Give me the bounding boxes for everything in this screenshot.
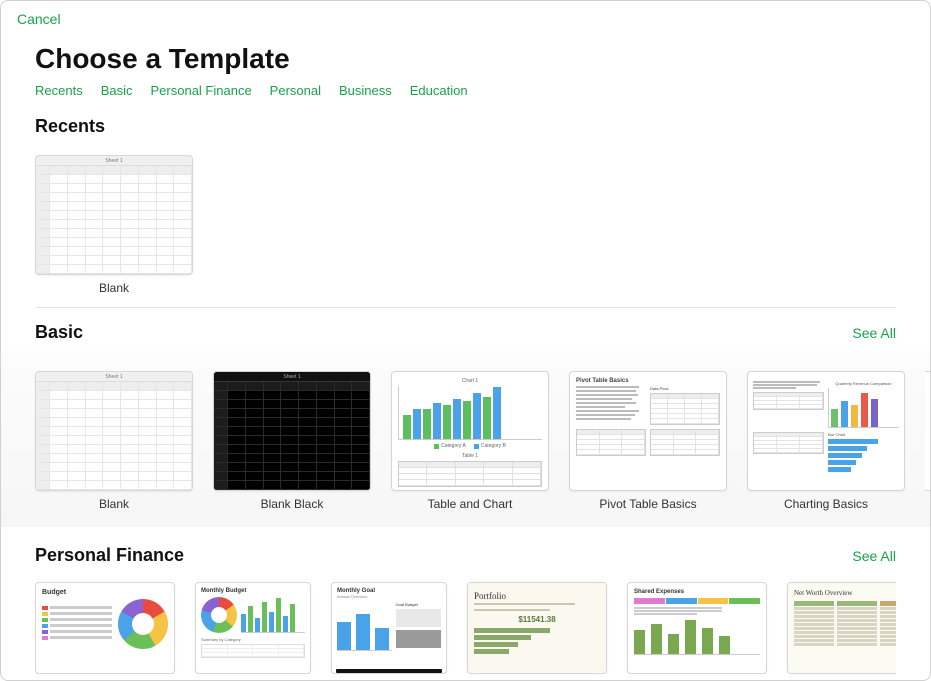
category-personal[interactable]: Personal xyxy=(270,83,321,98)
thumbnail-budget: Budget xyxy=(35,582,175,674)
section-basic: Basic See All Sheet 1 Blank Sheet 1 Blan… xyxy=(1,308,930,527)
template-blank[interactable]: Sheet 1 Blank xyxy=(35,155,193,295)
template-blank-black[interactable]: Sheet 1 Blank Black xyxy=(213,371,371,511)
template-blank[interactable]: Sheet 1 Blank xyxy=(35,371,193,511)
category-recents[interactable]: Recents xyxy=(35,83,83,98)
category-education[interactable]: Education xyxy=(410,83,468,98)
see-all-personal-finance[interactable]: See All xyxy=(852,548,896,564)
page-title: Choose a Template xyxy=(1,29,930,75)
template-label: Blank xyxy=(99,497,129,511)
category-personal-finance[interactable]: Personal Finance xyxy=(151,83,252,98)
template-label: Charting Basics xyxy=(784,497,868,511)
cancel-button[interactable]: Cancel xyxy=(17,11,61,27)
template-label: Blank Black xyxy=(261,497,324,511)
section-title-recents: Recents xyxy=(35,116,105,137)
thumbnail-networth: Net Worth Overview xyxy=(787,582,896,674)
thumbnail-charting: Quarterly Revenue Comparison xyxy=(747,371,905,491)
section-personal-finance: Personal Finance See All Budget Monthly … xyxy=(1,527,930,674)
template-budget[interactable]: Budget xyxy=(35,582,175,674)
thumbnail-pivot: Pivot Table Basics Data Pivot xyxy=(569,371,727,491)
template-table-and-chart[interactable]: Chart 1 Category ACategory B Table 1 Tab… xyxy=(391,371,549,511)
template-label: Blank xyxy=(99,281,129,295)
section-title-personal-finance: Personal Finance xyxy=(35,545,184,566)
template-portfolio[interactable]: Portfolio $11541.38 xyxy=(467,582,607,674)
thumbnail-monthly-goal: Monthly Goal Annual Overview Goal Budget xyxy=(331,582,447,674)
see-all-basic[interactable]: See All xyxy=(852,325,896,341)
thumbnail-portfolio: Portfolio $11541.38 xyxy=(467,582,607,674)
template-charting-basics[interactable]: Quarterly Revenue Comparison xyxy=(747,371,905,511)
template-monthly-goal[interactable]: Monthly Goal Annual Overview Goal Budget xyxy=(331,582,447,674)
section-recents: Recents Sheet 1 Blank xyxy=(1,102,930,295)
thumbnail-table-chart: Chart 1 Category ACategory B Table 1 xyxy=(391,371,549,491)
template-pivot-table-basics[interactable]: Pivot Table Basics Data Pivot xyxy=(569,371,727,511)
template-label: Pivot Table Basics xyxy=(599,497,696,511)
template-monthly-budget[interactable]: Monthly Budget Summary by Category xyxy=(195,582,311,674)
category-basic[interactable]: Basic xyxy=(101,83,133,98)
category-tabs: Recents Basic Personal Finance Personal … xyxy=(1,75,930,102)
thumbnail-shared: Shared Expenses xyxy=(627,582,767,674)
thumbnail-monthly-budget: Monthly Budget Summary by Category xyxy=(195,582,311,674)
template-shared-expenses[interactable]: Shared Expenses xyxy=(627,582,767,674)
section-title-basic: Basic xyxy=(35,322,83,343)
template-net-worth[interactable]: Net Worth Overview xyxy=(787,582,896,674)
category-business[interactable]: Business xyxy=(339,83,392,98)
thumbnail-blank-black: Sheet 1 xyxy=(213,371,371,491)
template-label: Table and Chart xyxy=(428,497,513,511)
thumbnail-blank: Sheet 1 xyxy=(35,155,193,275)
template-peek[interactable] xyxy=(925,371,930,491)
thumbnail-blank: Sheet 1 xyxy=(35,371,193,491)
